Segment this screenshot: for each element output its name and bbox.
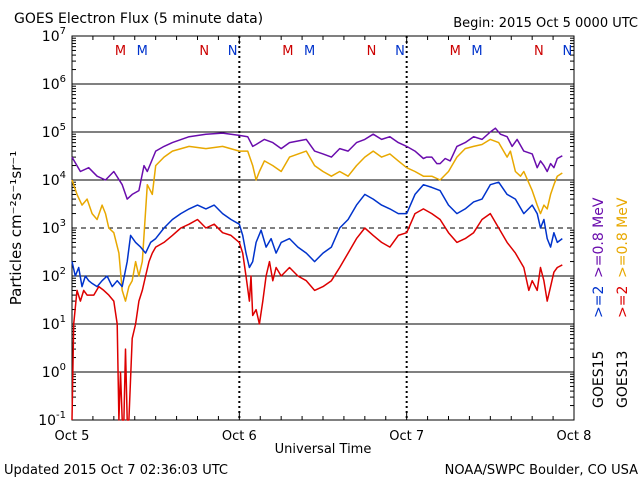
legend-goes13-08mev: >=0.8 MeV xyxy=(615,197,631,278)
y-tick-label: 100 xyxy=(42,362,66,381)
marker-n: N xyxy=(395,44,405,59)
grid-layer xyxy=(72,83,574,373)
x-axis-ticks: Oct 5 Oct 6 Oct 7 Oct 8 xyxy=(55,36,592,444)
marker-n: N xyxy=(367,44,377,59)
legend-goes13-2mev: >=2 xyxy=(615,286,631,318)
y-axis-ticks: 10-1 100 101 102 103 104 105 106 107 xyxy=(38,26,574,429)
marker-m: M xyxy=(115,44,126,59)
y-tick-label: 102 xyxy=(42,266,66,285)
x-tick-label: Oct 6 xyxy=(222,429,257,444)
series-line-2 xyxy=(71,181,563,288)
marker-n: N xyxy=(562,44,572,59)
x-axis-label: Universal Time xyxy=(275,442,372,457)
legend-goes15: GOES15 xyxy=(591,351,607,408)
series-line-1 xyxy=(71,138,563,302)
marker-m: M xyxy=(137,44,148,59)
chart-title: GOES Electron Flux (5 minute data) xyxy=(14,11,263,27)
marker-m: M xyxy=(282,44,293,59)
legend-goes13: GOES13 xyxy=(615,351,631,408)
x-tick-label: Oct 5 xyxy=(55,429,90,444)
y-tick-label: 105 xyxy=(42,122,66,141)
y-tick-label: 106 xyxy=(42,74,66,93)
legend: GOES15 GOES13 >=2 >=2 >=0.8 MeV >=0.8 Me… xyxy=(591,197,631,408)
legend-goes15-2mev: >=2 xyxy=(591,286,607,318)
y-tick-label: 10-1 xyxy=(38,410,66,429)
marker-m: M xyxy=(304,44,315,59)
y-tick-label: 103 xyxy=(42,218,66,237)
x-tick-label: Oct 7 xyxy=(389,429,424,444)
y-tick-label: 104 xyxy=(42,170,66,189)
marker-n: N xyxy=(228,44,238,59)
series-line-0 xyxy=(71,127,563,200)
legend-goes15-08mev: >=0.8 MeV xyxy=(591,197,607,278)
series-line-3 xyxy=(71,208,563,421)
data-source-label: NOAA/SWPC Boulder, CO USA xyxy=(445,463,638,478)
series-layer xyxy=(71,127,563,421)
y-tick-label: 101 xyxy=(42,314,66,333)
marker-m: M xyxy=(471,44,482,59)
marker-n: N xyxy=(534,44,544,59)
begin-date-label: Begin: 2015 Oct 5 0000 UTC xyxy=(453,16,638,31)
marker-n: N xyxy=(199,44,209,59)
y-tick-label: 107 xyxy=(42,26,66,45)
updated-timestamp: Updated 2015 Oct 7 02:36:03 UTC xyxy=(4,463,228,478)
x-tick-label: Oct 8 xyxy=(557,429,592,444)
y-axis-label: Particles cm⁻²s⁻¹sr⁻¹ xyxy=(7,151,25,305)
marker-m: M xyxy=(450,44,461,59)
day-divider-lines xyxy=(238,36,408,420)
